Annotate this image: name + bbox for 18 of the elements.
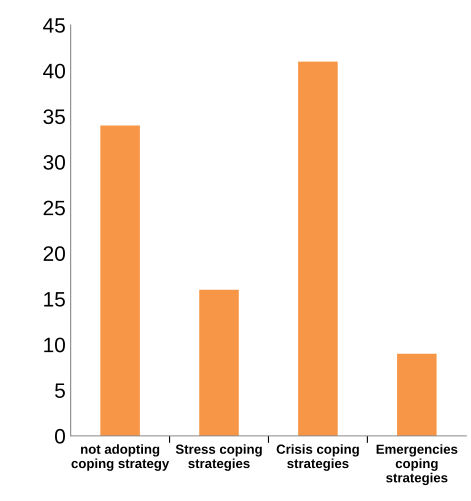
y-tick-label: 20 (44, 246, 65, 262)
y-tick-label: 15 (44, 292, 65, 307)
y-tick-label: 25 (44, 200, 65, 216)
y-tick-label: 35 (43, 109, 65, 124)
x-tick-label: not adopting coping strategy (72, 444, 170, 471)
bar (199, 290, 239, 436)
y-tick-label: 45 (43, 18, 65, 33)
x-tick-label: Crisis coping strategies (276, 444, 359, 471)
y-tick-label: 0 (55, 428, 65, 444)
bar (397, 354, 437, 436)
bar (298, 62, 338, 436)
y-tick-label: 40 (43, 64, 65, 78)
y-tick-label: 10 (44, 338, 65, 352)
y-tick-label: 30 (43, 154, 65, 170)
x-tick-label: Emergencies coping strategies (376, 444, 458, 486)
bar (100, 125, 140, 436)
x-tick-label: Stress coping strategies (176, 444, 262, 471)
y-tick-label: 5 (55, 383, 65, 398)
